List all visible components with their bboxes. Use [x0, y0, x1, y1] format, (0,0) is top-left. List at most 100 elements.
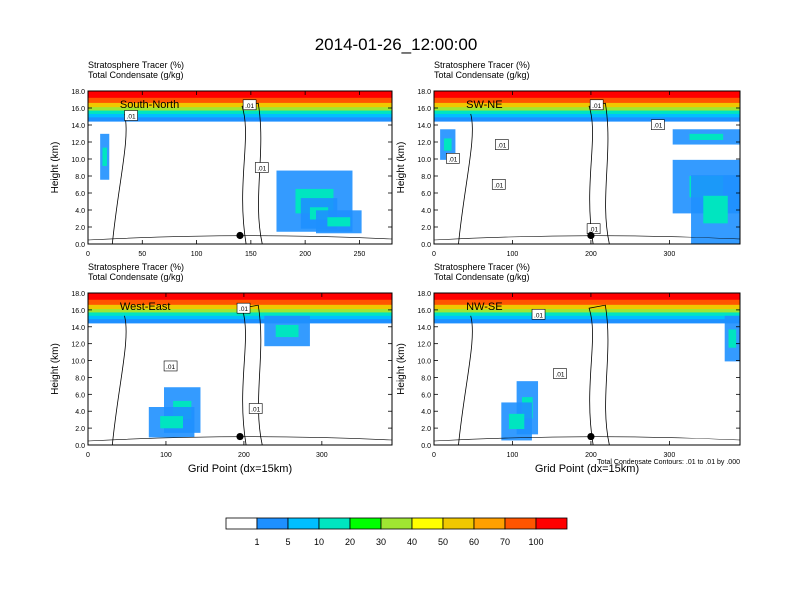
contour-label: .01	[534, 312, 543, 319]
panel-frame	[433, 90, 741, 245]
y-tick-label: 8.0	[75, 375, 85, 382]
location-marker	[587, 432, 595, 441]
contour-label-box	[124, 110, 138, 121]
panel-title-line: Stratosphere Tracer (%)	[88, 60, 184, 70]
colorbar: 1 5 10 20 30 40 50 60 70 100	[225, 517, 568, 547]
colorbar-swatch	[349, 517, 382, 530]
contour-label: .01	[251, 407, 260, 414]
condensate-contour	[111, 315, 127, 445]
y-tick-label: 12.0	[417, 342, 431, 349]
plot-area	[88, 91, 392, 244]
tracer-band	[434, 293, 740, 300]
x-tick-label: 100	[507, 251, 519, 258]
contour-label-box	[495, 139, 509, 150]
contour-label: .01	[592, 103, 601, 110]
contour-label: .01	[555, 372, 564, 379]
x-tick-label: 0	[86, 452, 90, 459]
panel-title-line: Stratosphere Tracer (%)	[88, 262, 184, 272]
panels: .01 .01 .01 South-North Stratosphere Tracer …	[50, 60, 741, 475]
contour-label-box	[446, 153, 460, 164]
y-tick-label: 0.0	[75, 242, 85, 249]
colorbar-label: 50	[438, 537, 448, 547]
cloud-core	[508, 413, 525, 430]
y-tick-label: 4.0	[75, 208, 85, 215]
condensate-contour	[458, 113, 473, 244]
colorbar-label: 40	[407, 537, 417, 547]
x-tick-label: 50	[138, 251, 146, 258]
colorbar-label: 100	[528, 537, 543, 547]
contour-label-box	[491, 179, 506, 190]
colorbar-swatch	[535, 517, 568, 530]
x-tick-label: 200	[585, 452, 597, 459]
y-tick-label: 2.0	[421, 426, 431, 433]
panel-frame	[87, 90, 393, 245]
contour-footnote: Total Condensate Contours: .01 to .01 by…	[597, 459, 740, 466]
contour-label-box	[651, 119, 665, 130]
panel-title-line: Total Condensate (g/kg)	[88, 272, 184, 282]
cloud-core	[160, 416, 183, 429]
tracer-band	[88, 91, 392, 98]
contour-label-box	[236, 302, 251, 314]
colorbar-label: 10	[314, 537, 324, 547]
contour-label: .01	[239, 306, 248, 313]
y-tick-label: 16.0	[417, 106, 431, 113]
contour-label-box	[531, 308, 546, 320]
y-tick-label: 0.0	[421, 443, 431, 450]
y-tick-label: 12.0	[71, 140, 85, 147]
x-tick-label: 300	[664, 251, 676, 258]
y-tick-label: 14.0	[71, 325, 85, 332]
colorbar-label: 60	[469, 537, 479, 547]
colorbar-label: 1	[254, 537, 259, 547]
y-tick-label: 8.0	[421, 375, 431, 382]
contour-label: .01	[166, 364, 175, 371]
x-axis-label: Grid Point (dx=15km)	[188, 463, 292, 475]
y-tick-label: 18.0	[417, 291, 431, 298]
condensate-contour	[458, 315, 473, 445]
cloud-core	[327, 217, 351, 227]
contour-label: .01	[257, 166, 266, 173]
condensate-contour	[434, 235, 740, 241]
condensate-contour	[241, 102, 263, 244]
y-tick-label: 0.0	[75, 443, 85, 450]
x-tick-label: 100	[191, 251, 203, 258]
cloud-core	[703, 195, 728, 224]
cloud-core	[689, 133, 724, 140]
y-axis-label: Height (km)	[50, 343, 61, 395]
plot-area	[434, 293, 740, 445]
tracer-band	[434, 91, 740, 98]
colorbar-swatch	[287, 517, 320, 530]
colorbar-swatch	[442, 517, 475, 530]
panel-frame	[87, 292, 393, 446]
cloud-core	[275, 324, 299, 338]
y-tick-label: 10.0	[71, 157, 85, 164]
condensate-contour	[111, 113, 127, 244]
colorbar-swatch	[225, 517, 258, 530]
contour-label-box	[242, 99, 257, 111]
colorbar-swatch	[318, 517, 351, 530]
panel-sw-ne: .01 .01 .01 .01 .01 .01 SW-NE Stratosphere Trac…	[396, 60, 741, 258]
condensate-contour	[588, 102, 610, 244]
y-axis-label: Height (km)	[396, 343, 407, 395]
y-tick-label: 2.0	[75, 426, 85, 433]
y-tick-label: 16.0	[71, 106, 85, 113]
y-tick-label: 14.0	[71, 123, 85, 130]
y-axis-label: Height (km)	[50, 142, 61, 194]
y-tick-label: 12.0	[71, 342, 85, 349]
contour-label: .01	[494, 182, 503, 189]
y-tick-label: 18.0	[71, 89, 85, 96]
cloud-core	[443, 138, 452, 151]
cloud-core	[102, 147, 107, 166]
section-name: SW-NE	[466, 99, 502, 111]
x-tick-label: 100	[160, 452, 172, 459]
section-name: NW-SE	[466, 301, 502, 313]
plot-area	[434, 91, 740, 244]
y-tick-label: 6.0	[421, 392, 431, 399]
contour-label-box	[254, 162, 269, 173]
colorbar-label: 5	[285, 537, 290, 547]
colorbar-label: 20	[345, 537, 355, 547]
y-tick-label: 6.0	[421, 191, 431, 198]
x-tick-label: 300	[664, 452, 676, 459]
panel-title-line: Total Condensate (g/kg)	[434, 272, 530, 282]
colorbar-label: 70	[500, 537, 510, 547]
